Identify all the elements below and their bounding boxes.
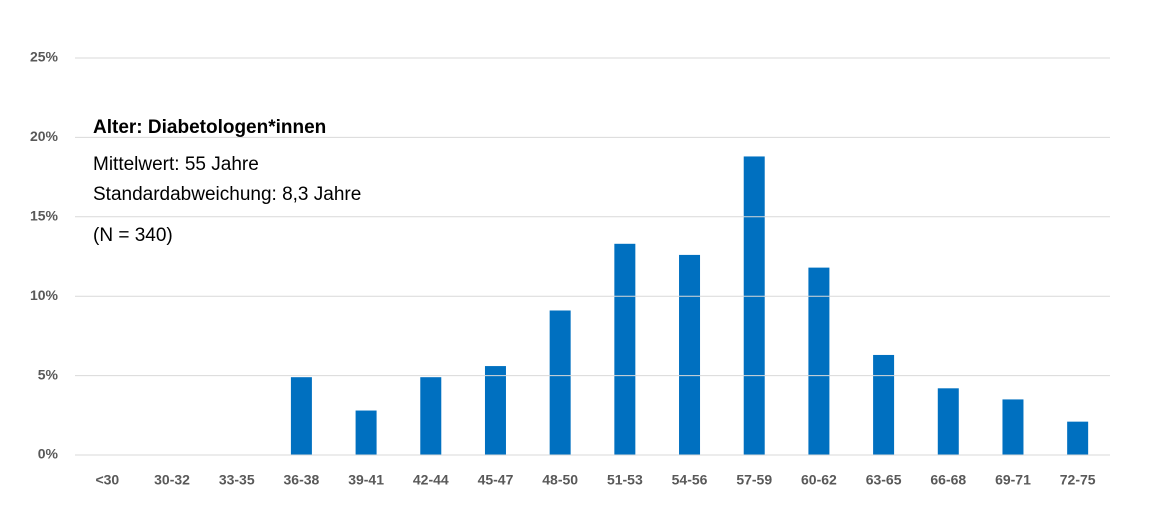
- x-tick-label: <30: [95, 472, 119, 488]
- bar: [614, 243, 636, 455]
- bar: [873, 354, 895, 455]
- x-tick-label: 39-41: [348, 472, 384, 488]
- y-tick-label: 15%: [30, 208, 59, 224]
- x-tick-label: 57-59: [736, 472, 772, 488]
- bar: [484, 366, 506, 455]
- x-tick-label: 36-38: [284, 472, 320, 488]
- y-tick-label: 25%: [30, 49, 59, 65]
- x-tick-label: 63-65: [866, 472, 902, 488]
- annotation-title: Alter: Diabetologen*innen: [93, 117, 326, 138]
- x-tick-label: 51-53: [607, 472, 643, 488]
- bar: [1002, 399, 1024, 455]
- y-tick-label: 20%: [30, 128, 59, 144]
- bar: [549, 310, 571, 455]
- y-tick-label: 0%: [38, 446, 59, 462]
- x-tick-label: 72-75: [1060, 472, 1096, 488]
- bar: [808, 267, 830, 455]
- annotation: Standardabweichung: 8,3 Jahre: [93, 184, 361, 205]
- x-tick-label: 54-56: [672, 472, 708, 488]
- bar: [355, 410, 377, 455]
- bar: [420, 377, 442, 455]
- annotation: (N = 340): [93, 225, 173, 246]
- x-tick-label: 33-35: [219, 472, 255, 488]
- x-tick-label: 48-50: [542, 472, 578, 488]
- x-tick-label: 45-47: [478, 472, 514, 488]
- y-tick-label: 10%: [30, 287, 59, 303]
- annotation: Mittelwert: 55 Jahre: [93, 154, 259, 175]
- x-tick-label: 30-32: [154, 472, 190, 488]
- x-tick-label: 69-71: [995, 472, 1031, 488]
- x-tick-label: 42-44: [413, 472, 449, 488]
- x-tick-label: 60-62: [801, 472, 837, 488]
- bar: [743, 156, 765, 455]
- bar: [679, 254, 701, 455]
- bar: [937, 388, 959, 455]
- bar: [1067, 421, 1089, 455]
- x-tick-label: 66-68: [930, 472, 966, 488]
- bar: [290, 377, 312, 455]
- y-tick-label: 5%: [38, 366, 59, 382]
